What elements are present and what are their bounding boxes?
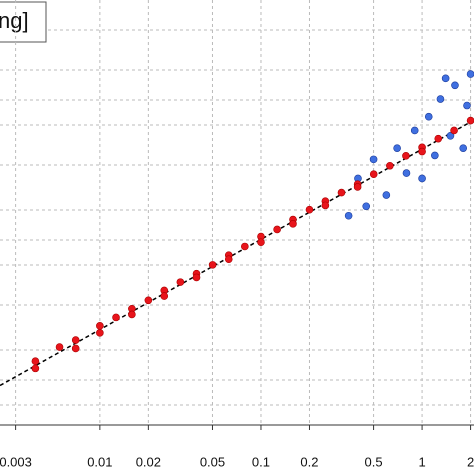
point [446, 132, 455, 140]
legend-box [0, 1, 47, 43]
point [31, 357, 40, 366]
point [128, 310, 136, 319]
x-tick-label: 0.05 [200, 454, 225, 469]
point [418, 147, 426, 156]
point [369, 170, 378, 179]
point [144, 296, 153, 305]
point [386, 161, 394, 170]
point [241, 242, 249, 251]
point [402, 152, 410, 160]
point [441, 74, 450, 83]
point [289, 220, 297, 228]
point [208, 261, 217, 269]
point [160, 292, 169, 300]
point [96, 322, 104, 330]
point [424, 112, 433, 121]
point [393, 144, 401, 152]
x-tick-label: 0.003 [0, 454, 32, 469]
x-tick-label: 0.01 [87, 454, 112, 469]
point [463, 101, 471, 110]
point [410, 126, 419, 135]
chart-title: ng] [0, 8, 29, 33]
point [321, 201, 330, 210]
point [418, 174, 426, 183]
point [466, 70, 474, 78]
point [55, 343, 64, 351]
point [176, 278, 185, 286]
x-tick-label: 0.02 [136, 454, 161, 469]
point [257, 238, 265, 247]
point [450, 126, 458, 135]
point [382, 191, 391, 199]
x-tick-label: 0.1 [252, 454, 270, 469]
x-tick-label: 1 [418, 454, 425, 469]
x-tick-label: 2 [467, 454, 474, 469]
point [451, 81, 459, 90]
point [466, 116, 474, 125]
point [402, 169, 411, 177]
horizontal-grid [0, 29, 474, 406]
point [344, 211, 353, 220]
x-tick-label: 0.5 [365, 454, 383, 469]
point [192, 273, 201, 282]
point [459, 144, 468, 152]
point [96, 329, 104, 337]
point [434, 134, 443, 143]
point [362, 202, 371, 211]
point [436, 95, 445, 103]
point [31, 364, 40, 373]
point [112, 313, 120, 322]
point [71, 344, 80, 353]
point [431, 151, 439, 160]
point [273, 225, 281, 234]
point [305, 205, 314, 214]
point [224, 255, 233, 264]
point [337, 188, 346, 197]
point [71, 336, 80, 344]
point [369, 155, 378, 164]
point [353, 183, 362, 191]
x-tick-label: 0.2 [300, 454, 318, 469]
fit-line [0, 119, 474, 387]
